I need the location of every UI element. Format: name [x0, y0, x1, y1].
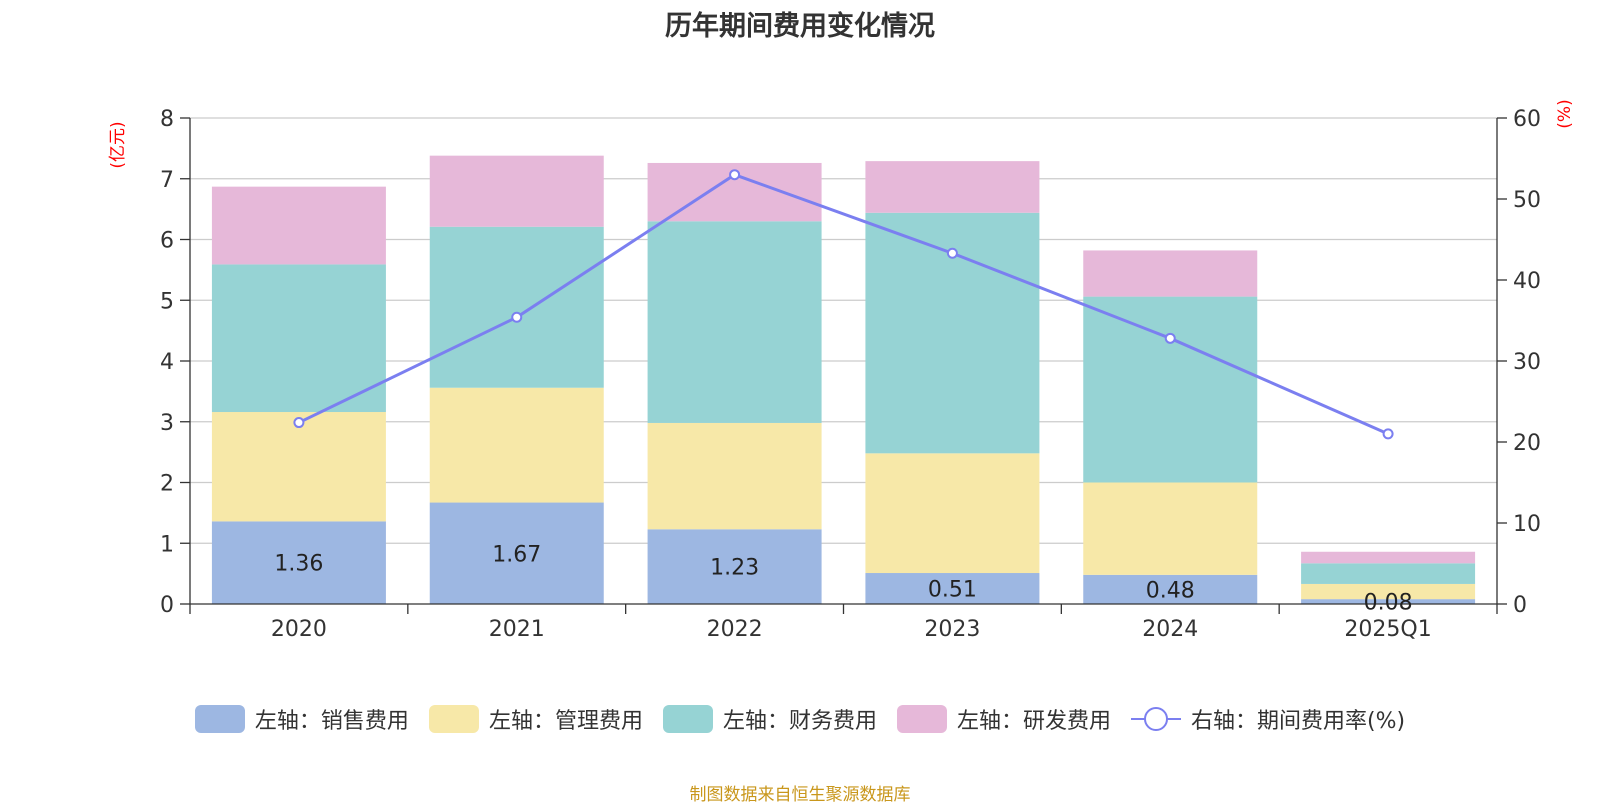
chart-title: 历年期间费用变化情况	[665, 11, 935, 42]
bar-value-label: 1.67	[492, 542, 541, 567]
source-note: 制图数据来自恒生聚源数据库	[689, 785, 911, 805]
right-tick-label: 60	[1513, 107, 1541, 132]
legend-swatch	[428, 705, 479, 733]
rate-point	[729, 169, 741, 181]
bar-segment	[211, 412, 386, 522]
bar-segment	[1083, 296, 1258, 483]
gridlines	[190, 117, 1497, 544]
left-tick-label: 2	[160, 472, 174, 497]
bar-segment	[647, 422, 822, 530]
left-tick-label: 5	[160, 289, 174, 314]
rate-point	[1164, 332, 1176, 344]
bar-segment	[429, 155, 604, 227]
rate-point	[293, 417, 305, 429]
legend-item[interactable]: 左轴：财务费用	[662, 703, 877, 735]
bar-value-label: 0.08	[1364, 591, 1413, 616]
data-labels: 1.36 1.67 1.23 0.51 0.48 0.08	[274, 542, 1412, 615]
left-tick-label: 3	[160, 411, 174, 436]
bar-segment	[865, 161, 1040, 213]
rate-line-path	[298, 173, 1389, 436]
right-tick-label: 0	[1513, 593, 1527, 618]
x-tick-label: 2021	[489, 617, 545, 642]
left-axis-unit: (亿元)	[108, 121, 128, 168]
legend: 左轴：销售费用 左轴：管理费用 左轴：财务费用 左轴：研发费用 右轴：期间费用率(%)	[0, 703, 1600, 735]
legend-swatch	[662, 705, 713, 733]
bar-segment	[429, 226, 604, 388]
left-tick-label: 0	[160, 593, 174, 618]
legend-label: 左轴：财务费用	[722, 709, 877, 734]
bar-segment	[429, 502, 604, 604]
legend-label: 左轴：销售费用	[254, 709, 409, 734]
legend-line-marker-icon	[1130, 707, 1181, 731]
rate-point	[1382, 428, 1394, 440]
axes: 0 1 2 3 4 5 6 7 8 0 10 20 30 40 50 60 (亿元) (%) 2020 2021 202…	[108, 99, 1575, 642]
left-tick-label: 4	[160, 350, 174, 375]
rate-point	[511, 311, 523, 323]
x-tick-label: 2022	[707, 617, 763, 642]
x-tick-label: 2023	[924, 617, 980, 642]
bar-segment	[1083, 574, 1258, 604]
legend-label: 右轴：期间费用率(%)	[1190, 709, 1406, 734]
bar-segment	[865, 573, 1040, 604]
bar-value-label: 1.23	[710, 556, 759, 581]
x-tick-label: 2024	[1142, 617, 1198, 642]
bar-value-label: 0.48	[1146, 578, 1195, 603]
right-axis-unit: (%)	[1555, 99, 1575, 128]
legend-swatch	[896, 705, 947, 733]
bar-value-label: 1.36	[274, 552, 323, 577]
rate-line	[293, 169, 1394, 440]
left-tick-label: 8	[160, 107, 174, 132]
bar-segment	[1301, 599, 1476, 604]
bar-segment	[211, 186, 386, 265]
bar-segment	[865, 453, 1040, 574]
bar-segment	[1301, 563, 1476, 584]
bar-segment	[1301, 551, 1476, 564]
left-tick-label: 1	[160, 532, 174, 557]
legend-label: 左轴：研发费用	[956, 709, 1111, 734]
right-tick-label: 50	[1513, 188, 1541, 213]
bar-segment	[647, 221, 822, 423]
legend-item[interactable]: 左轴：销售费用	[194, 703, 409, 735]
bar-segment	[1301, 583, 1476, 600]
x-tick-label: 2025Q1	[1344, 617, 1431, 642]
legend-item[interactable]: 右轴：期间费用率(%)	[1130, 703, 1406, 735]
right-tick-label: 40	[1513, 269, 1541, 294]
legend-item[interactable]: 左轴：研发费用	[896, 703, 1111, 735]
legend-label: 左轴：管理费用	[488, 709, 643, 734]
bar-segment	[429, 387, 604, 503]
bar-segment	[1083, 482, 1258, 575]
bar-segment	[647, 529, 822, 604]
bar-segment	[211, 264, 386, 413]
bar-segment	[211, 521, 386, 604]
bar-value-label: 0.51	[928, 578, 977, 603]
left-tick-label: 6	[160, 229, 174, 254]
bar-segment	[1083, 250, 1258, 297]
right-tick-label: 20	[1513, 431, 1541, 456]
x-tick-label: 2020	[271, 617, 327, 642]
right-tick-label: 10	[1513, 512, 1541, 537]
right-tick-label: 30	[1513, 350, 1541, 375]
legend-item[interactable]: 左轴：管理费用	[428, 703, 643, 735]
rate-point	[946, 247, 958, 259]
bars	[211, 155, 1476, 604]
left-tick-label: 7	[160, 168, 174, 193]
legend-swatch	[194, 705, 245, 733]
